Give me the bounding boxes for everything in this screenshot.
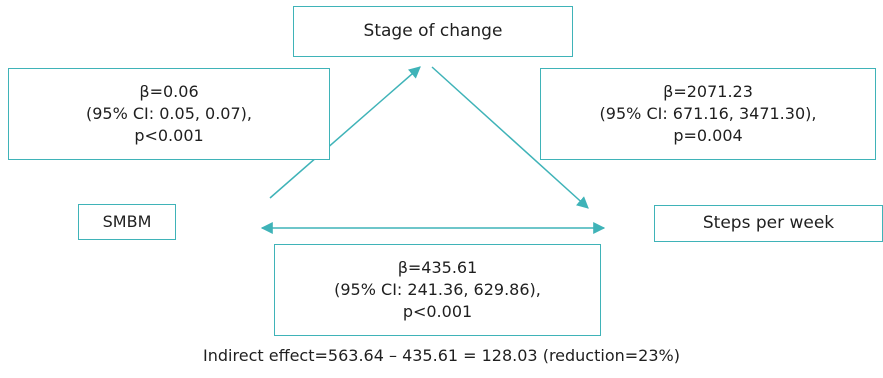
node-stage-of-change: Stage of change: [293, 6, 573, 57]
indirect-effect-footnote: Indirect effect=563.64 – 435.61 = 128.03…: [203, 346, 680, 365]
path-c-prime-stats: β=435.61 (95% CI: 241.36, 629.86), p<0.0…: [274, 244, 601, 336]
path-c-prime-p: p<0.001: [402, 302, 473, 321]
path-b-p: p=0.004: [673, 126, 743, 145]
path-a-stats: β=0.06 (95% CI: 0.05, 0.07), p<0.001: [8, 68, 330, 160]
path-b-beta: β=2071.23: [663, 82, 753, 101]
path-c-prime-beta: β=435.61: [397, 258, 478, 277]
path-a-beta: β=0.06: [139, 82, 199, 101]
path-b-ci: (95% CI: 671.16, 3471.30),: [599, 104, 817, 123]
path-a-p: p<0.001: [134, 126, 204, 145]
path-b-stats: β=2071.23 (95% CI: 671.16, 3471.30), p=0…: [540, 68, 876, 160]
node-steps-per-week: Steps per week: [654, 205, 883, 242]
arrow-stage-to-steps: [431, 66, 589, 209]
path-a-ci: (95% CI: 0.05, 0.07),: [85, 104, 252, 123]
path-c-prime-ci: (95% CI: 241.36, 629.86),: [334, 280, 541, 299]
node-smbm: SMBM: [78, 204, 176, 240]
arrow-smbm-to-stage: [269, 66, 421, 199]
